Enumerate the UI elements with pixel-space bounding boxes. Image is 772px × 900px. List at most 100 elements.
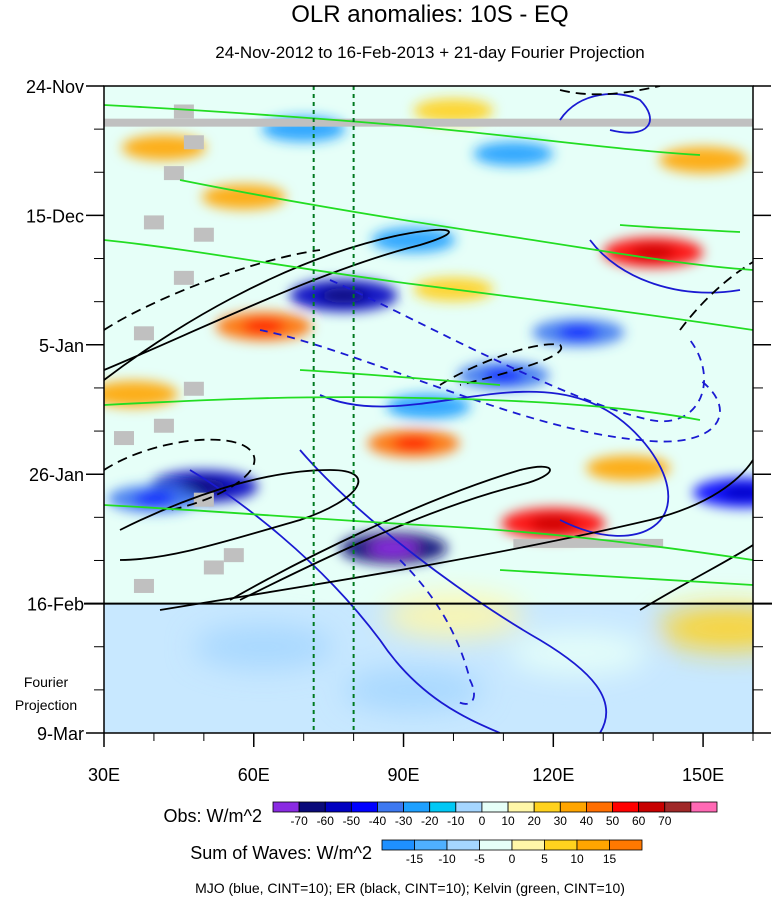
- missing-block-3: [143, 215, 164, 230]
- missing-block-8: [153, 418, 174, 433]
- reference-lines: [312, 86, 355, 733]
- anomaly-feature-7: [413, 98, 494, 123]
- er-contour-9: [559, 86, 661, 96]
- mjo-contour-2: [299, 449, 607, 733]
- missing-block-11: [223, 548, 244, 563]
- waves-colorbar-swatch-4: [511, 839, 545, 851]
- mjo-contour-3: [189, 469, 501, 733]
- mjo-contour-1: [259, 329, 721, 443]
- obs-colorbar-label: Obs: W/m^2: [164, 806, 262, 826]
- chart-title: OLR anomalies: 10S - EQ: [291, 1, 568, 28]
- obs-colorbar-swatch-10: [533, 801, 561, 813]
- missing-band-top: [104, 118, 753, 127]
- kelvin-contour-5: [299, 369, 501, 386]
- waves-colorbar-tick-6: 15: [603, 852, 617, 866]
- anomaly-feature-4: [201, 184, 286, 210]
- obs-colorbar-swatch-9: [507, 801, 535, 813]
- anomaly-feature-8: [586, 455, 671, 481]
- waves-colorbar: -15 -10 -5 0 5 10 15: [381, 839, 643, 866]
- er-contour-3: [104, 438, 256, 511]
- obs-colorbar-swatch-7: [455, 801, 483, 813]
- waves-colorbar-swatch-3: [479, 839, 513, 851]
- kelvin-contour-3: [104, 504, 753, 561]
- missing-block-4: [193, 227, 214, 242]
- obs-colorbar-tick-4: -30: [395, 814, 413, 828]
- anomaly-core-14: [720, 485, 753, 500]
- anomaly-core-2: [242, 319, 286, 333]
- missing-block-5: [173, 270, 194, 285]
- anomaly-core-12: [319, 288, 368, 303]
- x-tick-label-3: 120E: [532, 765, 574, 785]
- obs-colorbar-tick-3: -40: [369, 814, 387, 828]
- missing-block-0: [173, 104, 194, 119]
- anomaly-feature-26: [658, 606, 753, 651]
- obs-colorbar-swatch-13: [612, 801, 640, 813]
- obs-colorbar-swatch-15: [664, 801, 692, 813]
- obs-colorbar-tick-12: 50: [606, 814, 620, 828]
- anomaly-core-0: [529, 516, 577, 531]
- y-tick-label-5: 9-Mar: [37, 724, 84, 744]
- mjo-contour-5: [589, 239, 741, 294]
- waves-colorbar-swatch-6: [576, 839, 610, 851]
- obs-colorbar-tick-11: 40: [580, 814, 594, 828]
- obs-colorbar-swatch-4: [377, 801, 404, 813]
- er-contour-5: [439, 343, 563, 386]
- obs-colorbar-swatch-8: [481, 801, 509, 813]
- waves-colorbar-tick-3: 0: [509, 852, 516, 866]
- anomaly-feature-22: [343, 667, 484, 712]
- waves-colorbar-tick-1: -10: [438, 852, 456, 866]
- mjo-contour-4: [329, 279, 705, 423]
- y-tick-label-2: 5-Jan: [39, 336, 84, 356]
- waves-colorbar-tick-4: 5: [541, 852, 548, 866]
- kelvin-contour-1: [104, 239, 753, 331]
- missing-block-9: [113, 431, 134, 446]
- er-contour-8: [119, 469, 360, 561]
- anomaly-core-17: [133, 492, 175, 506]
- y-tick-label-3: 26-Jan: [29, 465, 84, 485]
- anomaly-feature-25: [383, 593, 524, 638]
- obs-colorbar-tick-8: 10: [501, 814, 515, 828]
- anomaly-core-11: [369, 540, 418, 556]
- obs-colorbar-tick-9: 20: [527, 814, 541, 828]
- anomaly-core-15: [482, 369, 525, 382]
- projection-label-line-2: Projection: [15, 697, 77, 713]
- x-tick-label-2: 90E: [388, 765, 420, 785]
- er-contour-2: [229, 465, 551, 601]
- missing-block-12: [203, 560, 224, 575]
- obs-colorbar-swatch-3: [350, 801, 378, 813]
- missing-data-layer: [104, 104, 753, 593]
- y-tick-label-4: 16-Feb: [27, 595, 84, 615]
- mjo-contour-7: [399, 559, 475, 705]
- kelvin-contour-0: [104, 104, 701, 156]
- mjo-contour-0: [319, 390, 670, 537]
- axes: 24-Nov 15-Dec 5-Jan 26-Jan 16-Feb 9-Mar 30E 60E…: [26, 77, 772, 785]
- er-contour-4: [159, 459, 753, 611]
- obs-colorbar-tick-0: -70: [290, 814, 308, 828]
- y-tick-label-1: 15-Dec: [26, 206, 84, 226]
- kelvin-contour-7: [619, 224, 741, 233]
- kelvin-contour-2: [104, 396, 701, 421]
- obs-colorbar-swatch-16: [690, 801, 718, 813]
- anomaly-feature-24: [508, 630, 649, 675]
- anomaly-feature-19: [371, 227, 456, 253]
- waves-colorbar-swatch-1: [414, 839, 448, 851]
- chart-subtitle: 24-Nov-2012 to 16-Feb-2013 + 21-day Four…: [215, 43, 645, 62]
- x-tick-label-0: 30E: [88, 765, 120, 785]
- y-tick-label-0: 24-Nov: [26, 77, 84, 97]
- anomaly-core-1: [630, 245, 676, 260]
- missing-block-2: [163, 166, 184, 181]
- er-contour-0: [104, 228, 450, 381]
- waves-colorbar-swatch-0: [381, 839, 415, 851]
- obs-colorbar-tick-1: -60: [317, 814, 335, 828]
- obs-colorbar-swatch-0: [272, 801, 300, 813]
- anomaly-core-3: [392, 437, 435, 450]
- obs-colorbar-tick-7: 0: [479, 814, 486, 828]
- obs-colorbar-tick-5: -20: [421, 814, 439, 828]
- wave-contours: [104, 86, 753, 733]
- obs-colorbar-swatch-6: [429, 801, 457, 813]
- obs-colorbar-swatch-12: [586, 801, 613, 813]
- obs-colorbar-swatch-11: [559, 801, 587, 813]
- missing-block-7: [183, 381, 204, 396]
- obs-colorbar-swatch-14: [638, 801, 666, 813]
